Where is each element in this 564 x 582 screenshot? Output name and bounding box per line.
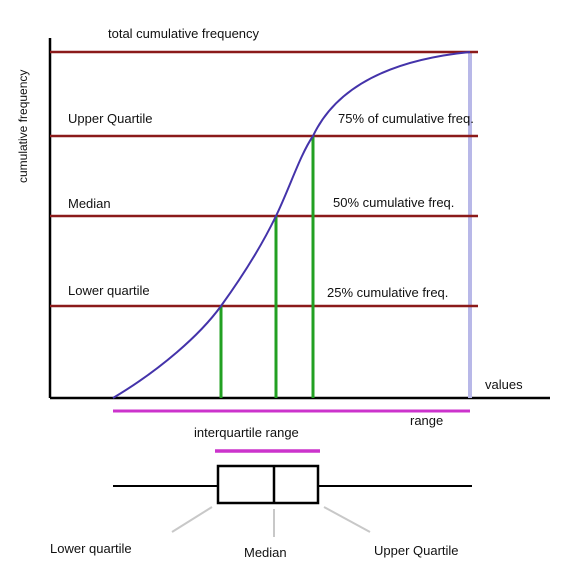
boxplot-box: [216, 464, 320, 505]
iqr-label: interquartile range: [194, 425, 299, 440]
median-desc: 50% cumulative freq.: [333, 195, 454, 210]
x-axis-label: values: [485, 377, 523, 392]
lower-quartile-label: Lower quartile: [68, 283, 150, 298]
lower-quartile-desc: 25% cumulative freq.: [327, 285, 448, 300]
total-frequency-label: total cumulative frequency: [108, 26, 260, 41]
median-label: Median: [68, 196, 111, 211]
boxplot-median-label: Median: [244, 545, 287, 560]
upper-quartile-label: Upper Quartile: [68, 111, 153, 126]
upper-quartile-desc: 75% of cumulative freq.: [338, 111, 474, 126]
range-label: range: [410, 413, 443, 428]
cumulative-frequency-curve: [112, 51, 471, 399]
boxplot-lower-quartile-label: Lower quartile: [50, 541, 132, 556]
boxplot-upper-quartile-label: Upper Quartile: [374, 543, 459, 558]
lower-quartile-pointer: [171, 506, 213, 533]
y-axis-label: cumulative frequency: [16, 70, 30, 183]
upper-quartile-pointer: [323, 506, 371, 533]
